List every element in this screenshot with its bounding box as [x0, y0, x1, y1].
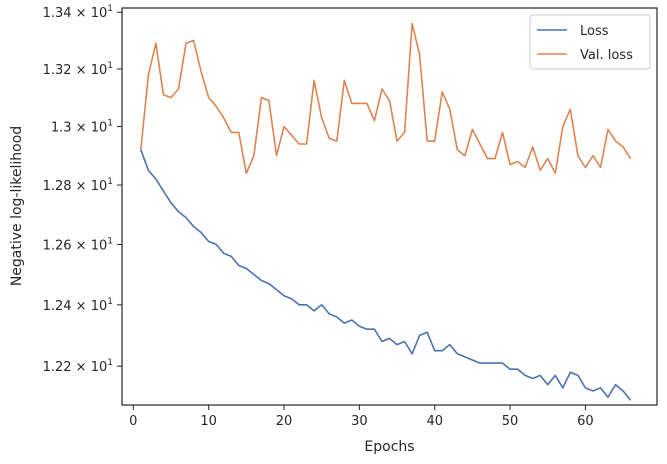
- x-tick-label: 20: [276, 414, 293, 429]
- x-tick-label: 60: [577, 414, 594, 429]
- y-tick-label: 1.28 × 101: [43, 177, 113, 194]
- x-tick-label: 0: [129, 414, 137, 429]
- y-tick-label: 1.26 × 101: [43, 236, 113, 253]
- y-axis-label: Negative log-likelihood: [9, 126, 25, 286]
- series-layer: [140, 22, 632, 401]
- series-line-loss: [140, 149, 632, 401]
- y-tick-label: 1.32 × 101: [43, 61, 113, 78]
- y-axis-ticks: 1.22 × 101 1.24 × 101 1.26 × 101 1.28 × 101…: [43, 4, 122, 375]
- x-tick-label: 40: [426, 414, 443, 429]
- x-axis-label: Epochs: [364, 439, 414, 455]
- y-tick-label: 1.3 × 101: [51, 119, 113, 136]
- plot-frame: [121, 7, 658, 406]
- y-tick-label: 1.34 × 101: [43, 4, 113, 21]
- x-tick-label: 50: [502, 414, 519, 429]
- x-axis-ticks: 0 10 20 30 40 50 60: [129, 405, 594, 429]
- legend-label-loss: Loss: [580, 24, 609, 39]
- y-tick-label: 1.24 × 101: [43, 297, 113, 314]
- legend-label-val-loss: Val. loss: [580, 48, 633, 63]
- x-tick-label: 10: [200, 414, 217, 429]
- y-tick-label: 1.22 × 101: [43, 358, 113, 375]
- legend: Loss Val. loss: [529, 14, 651, 70]
- x-tick-label: 30: [351, 414, 368, 429]
- legend-box: [529, 14, 651, 70]
- series-line-val-loss: [140, 22, 632, 175]
